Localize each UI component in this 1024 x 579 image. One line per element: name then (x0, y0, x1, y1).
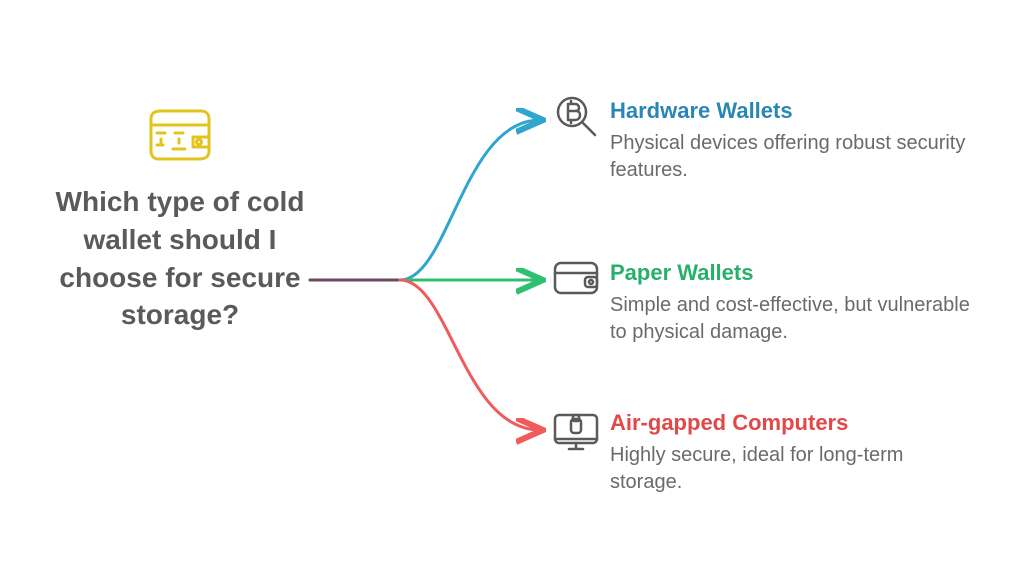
option-title: Paper Wallets (610, 260, 970, 286)
branch-arrow-0 (400, 120, 540, 280)
option-airgap: Air-gapped Computers Highly secure, idea… (610, 410, 970, 496)
bitcoin-magnify-icon (548, 90, 604, 147)
paper-wallet-icon (548, 255, 604, 306)
option-desc: Highly secure, ideal for long-term stora… (610, 442, 970, 496)
computer-usb-icon (548, 405, 604, 460)
question-block: Which type of cold wallet should I choos… (50, 105, 310, 334)
option-desc: Physical devices offering robust securit… (610, 130, 970, 184)
option-title: Air-gapped Computers (610, 410, 970, 436)
branch-arrow-2 (400, 280, 540, 430)
option-desc: Simple and cost-effective, but vulnerabl… (610, 292, 970, 346)
option-paper: Paper Wallets Simple and cost-effective,… (610, 260, 970, 346)
option-title: Hardware Wallets (610, 98, 970, 124)
option-hardware: Hardware Wallets Physical devices offeri… (610, 98, 970, 184)
question-text: Which type of cold wallet should I choos… (50, 183, 310, 334)
wallet-icon (143, 105, 217, 165)
diagram-root: Which type of cold wallet should I choos… (0, 0, 1024, 579)
